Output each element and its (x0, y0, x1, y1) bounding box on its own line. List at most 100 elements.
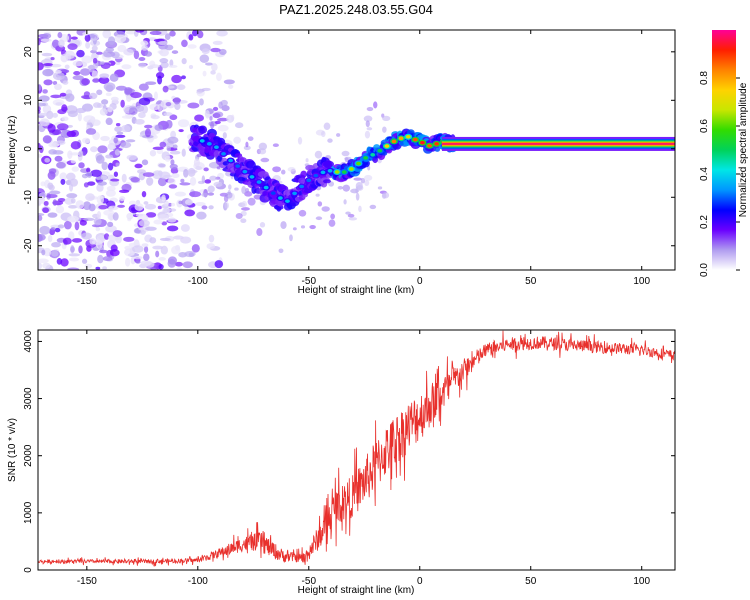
spectrogram-noise-blob (170, 159, 175, 166)
spectrogram-noise-blob (199, 54, 210, 63)
spectrogram-noise-blob (42, 262, 51, 269)
spectrogram-noise-blob (143, 201, 149, 205)
spectrogram-noise-blob (228, 84, 234, 89)
spectrogram-noise-blob (116, 131, 124, 135)
spectrogram-noise-blob (115, 85, 127, 91)
spectrogram-noise-blob (96, 89, 103, 96)
spectrogram-noise-blob (100, 61, 105, 65)
spectrogram-scatter-blob (220, 99, 228, 107)
spectrogram-noise-blob (61, 116, 69, 122)
spectrogram-noise-blob (174, 191, 187, 197)
spectrogram-scatter-blob (369, 204, 377, 210)
spectrogram-node-core (313, 173, 319, 178)
spectrogram-noise-blob (86, 171, 93, 178)
spectrogram-noise-blob (160, 245, 168, 255)
x-tick-label: 0 (417, 576, 423, 587)
spectrogram-noise-blob (99, 73, 110, 79)
spectrogram-noise-blob (101, 161, 109, 171)
spectrogram-noise-blob (144, 124, 153, 129)
spectrogram-noise-blob (210, 47, 221, 53)
spectrogram-noise-blob (39, 118, 50, 127)
spectrogram-noise-blob (204, 179, 212, 184)
spectrogram-noise-blob (81, 137, 91, 144)
spectrogram-scatter-blob (364, 179, 370, 186)
spectrogram-noise-blob (120, 125, 131, 133)
spectrogram-noise-blob (166, 225, 179, 232)
spectrogram-noise-blob (42, 89, 48, 94)
spectrogram-noise-blob (145, 212, 157, 218)
spectrogram-noise-blob (115, 61, 121, 66)
spectrogram-noise-blob (95, 266, 101, 270)
spectrogram-noise-blob (157, 205, 162, 210)
spectrogram-noise-blob (212, 106, 219, 111)
spectrogram-noise-blob (194, 114, 205, 122)
spectrogram-noise-blob (170, 130, 177, 139)
spectrogram-noise-blob (71, 166, 80, 172)
spectrogram-node-core (263, 185, 269, 190)
spectrogram-noise-blob (38, 62, 44, 71)
spectrogram-noise-blob (223, 79, 235, 85)
spectrogram-scatter-blob (373, 101, 378, 109)
spectrogram-noise-blob (218, 48, 227, 56)
spectrogram-noise-blob (38, 102, 47, 107)
spectrogram-noise-blob (60, 69, 70, 74)
spectrogram-node-core (235, 164, 241, 168)
spectrogram-noise-blob (146, 177, 154, 186)
spectrogram-scatter-blob (289, 234, 293, 242)
spectrogram-noise-blob (136, 169, 146, 174)
spectrogram-noise-blob (42, 207, 50, 214)
spectrogram-noise-blob (95, 227, 101, 232)
spectrogram-noise-blob (112, 212, 119, 221)
spectrogram-noise-blob (75, 200, 85, 209)
snr-series-line (38, 330, 675, 567)
spectrogram-noise-blob (102, 256, 113, 262)
spectrogram-noise-blob (72, 60, 84, 67)
spectrogram-noise-blob (164, 155, 171, 162)
snr-panel: -150 -100 -50 0 50 100 0 1000 2000 3000 4000 Heig… (7, 329, 676, 596)
spectrogram-noise-blob (157, 40, 168, 46)
spectrogram-noise-blob (60, 178, 66, 185)
spectrogram-noise-blob (160, 61, 169, 69)
spectrogram-noise-blob (40, 38, 52, 42)
spectrogram-noise-blob (81, 232, 92, 240)
x-tick-label: 50 (525, 276, 537, 287)
spectrogram-noise-blob (64, 64, 70, 70)
spectrogram-noise-blob (152, 146, 164, 151)
spectrogram-scatter-blob (337, 185, 344, 190)
spectrogram-noise-blob (70, 141, 81, 150)
spectrogram-noise-blob (43, 63, 53, 67)
spectrogram-noise-blob (107, 142, 116, 151)
spectrogram-x-label: Height of straight line (km) (298, 285, 415, 296)
spectrogram-noise-blob (63, 220, 72, 230)
spectrogram-noise-blob (86, 167, 91, 173)
spectrogram-node-core (306, 178, 312, 183)
spectrogram-noise-blob (125, 30, 137, 35)
spectrogram-noise-blob (163, 112, 173, 117)
spectrogram-noise-blob (63, 129, 68, 138)
spectrogram-scatter-blob (245, 141, 249, 148)
spectrogram-noise-blob (70, 160, 76, 164)
spectrogram-noise-blob (54, 83, 62, 90)
spectrogram-node-core (341, 170, 347, 174)
spectrogram-scatter-blob (323, 122, 331, 130)
spectrogram-scatter-blob (228, 184, 232, 190)
spectrogram-noise-blob (125, 139, 136, 143)
y-tick-label: -10 (23, 190, 34, 205)
spectrogram-noise-blob (154, 124, 163, 131)
spectrogram-noise-blob (162, 85, 169, 93)
spectrogram-noise-blob (67, 43, 78, 50)
spectrogram-noise-blob (196, 153, 202, 158)
spectrogram-scatter-blob (278, 248, 284, 254)
spectrogram-scatter-blob (382, 115, 391, 121)
spectrogram-noise-blob (105, 154, 114, 159)
spectrogram-node-core (348, 167, 354, 171)
spectrogram-noise-blob (38, 37, 41, 46)
spectrogram-noise-blob (97, 181, 107, 186)
spectrogram-scatter-blob (209, 116, 213, 121)
spectrogram-scatter-blob (347, 213, 355, 218)
spectrogram-noise-blob (159, 49, 169, 57)
spectrogram-scatter-blob (235, 212, 243, 219)
spectrogram-noise-blob (180, 236, 192, 244)
snr-y-label: SNR (10 * v/v) (7, 418, 18, 482)
spectrogram-noise-blob (52, 99, 65, 106)
